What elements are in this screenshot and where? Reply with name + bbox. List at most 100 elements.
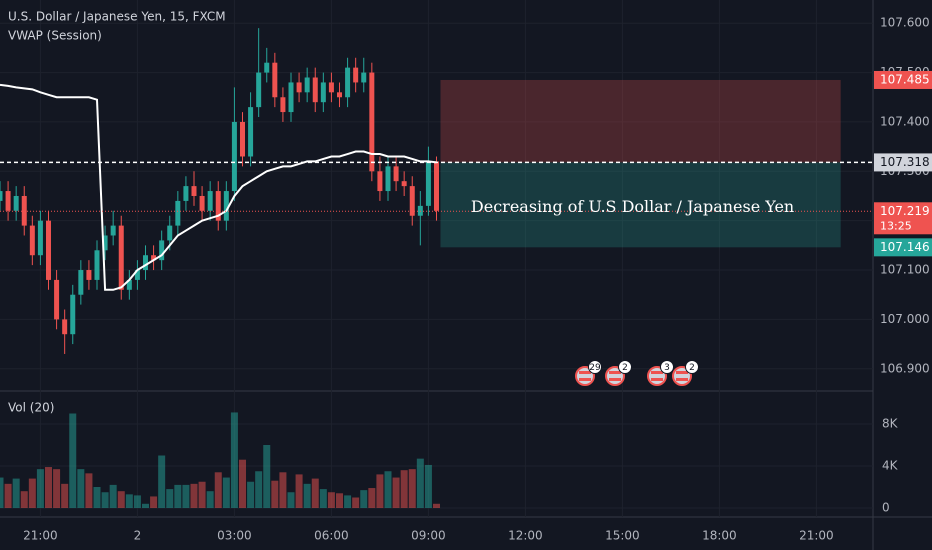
candle-body <box>159 240 165 261</box>
target-price-label: 107.146 <box>880 240 930 254</box>
target-zone <box>440 162 841 248</box>
volume-bar <box>109 484 117 508</box>
candle-body <box>231 121 237 192</box>
candle-body <box>46 220 51 280</box>
volume-bar <box>319 489 327 508</box>
candle-body <box>240 121 245 157</box>
event-flag <box>609 378 621 381</box>
target-price-label-bg <box>874 238 932 257</box>
x-tick-label: 06:00 <box>314 529 349 543</box>
event-count-bg <box>685 360 699 374</box>
candle-body <box>5 191 11 211</box>
volume-bar <box>303 483 311 508</box>
volume-bar <box>230 412 238 508</box>
volume-bar <box>69 413 77 508</box>
volume-bar <box>214 472 222 508</box>
candle-body <box>175 200 181 226</box>
volume-bar <box>287 492 295 508</box>
y-tick-label: 8K <box>882 416 899 430</box>
candle-body <box>207 191 213 211</box>
volume-bar <box>198 481 206 508</box>
event-count: 29 <box>589 363 601 373</box>
candle-body <box>385 166 391 192</box>
candle-body <box>29 225 35 256</box>
volume-bar <box>174 484 182 508</box>
candle-body <box>256 72 262 108</box>
event-count: 2 <box>622 363 628 373</box>
candle-body <box>377 171 383 192</box>
volume-bar <box>190 483 198 508</box>
indicator-label: VWAP (Session) <box>8 29 102 43</box>
volume-bar <box>12 478 20 508</box>
event-flag <box>579 378 591 381</box>
candle-body <box>126 279 132 290</box>
chart-title: U.S. Dollar / Japanese Yen, 15, FXCM <box>8 10 226 24</box>
volume-bar <box>0 477 4 508</box>
last-price-label: 107.219 <box>880 204 930 218</box>
x-tick-label: 18:00 <box>702 529 737 543</box>
volume-bar <box>45 467 52 508</box>
volume-bar <box>166 489 174 508</box>
position-label: Decreasing of U.S Dollar / Japanese Yen <box>471 197 794 216</box>
event-flag <box>609 371 621 374</box>
event-flag <box>651 371 663 374</box>
event-count: 2 <box>689 363 695 373</box>
candle-body <box>288 82 294 113</box>
candle-body <box>143 255 148 271</box>
volume-bar <box>93 486 101 508</box>
candle-body <box>151 255 157 261</box>
candle-body <box>320 82 326 103</box>
volume-bar <box>279 472 287 508</box>
candle-body <box>393 166 399 182</box>
x-tick-label: 21:00 <box>23 529 58 543</box>
volume-bar <box>133 495 141 508</box>
candle-body <box>345 67 351 98</box>
volume-bar <box>344 495 352 508</box>
volume-bar <box>150 496 158 508</box>
candle-body <box>118 225 124 290</box>
plot: Decreasing of U.S Dollar / Japanese Yen 2… <box>0 0 873 517</box>
candle-body <box>361 72 367 83</box>
x-tick-label: 15:00 <box>605 529 640 543</box>
volume-bar <box>392 477 400 508</box>
volume-bar <box>408 469 416 508</box>
candle-body <box>215 191 221 221</box>
y-tick-label: 107.400 <box>880 114 930 128</box>
volume-bar <box>4 483 12 508</box>
candle-body <box>223 191 229 221</box>
candle-body <box>199 195 205 211</box>
y-tick-label: 106.900 <box>880 361 930 375</box>
candle-body <box>94 250 100 280</box>
volume-bar <box>311 478 319 508</box>
volume-bar <box>295 474 303 508</box>
event-flag <box>676 371 688 374</box>
candle-body <box>401 181 407 187</box>
vwap-line <box>0 83 437 291</box>
candle-body <box>296 82 302 93</box>
last-price-bg <box>874 202 932 235</box>
volume-bar <box>271 480 279 508</box>
x-tick-label: 09:00 <box>411 529 446 543</box>
volume-bar <box>433 503 440 508</box>
candle-body <box>86 270 92 280</box>
entry-price-label: 107.318 <box>880 155 930 169</box>
volume-bar <box>384 471 392 508</box>
candle-body <box>264 62 270 73</box>
volume-bar <box>142 503 149 508</box>
candle-body <box>13 195 19 211</box>
volume-bar <box>263 444 271 508</box>
candle-body <box>183 186 189 201</box>
candle-body <box>304 77 310 93</box>
x-tick-label: 03:00 <box>217 529 252 543</box>
candle-body <box>0 191 3 201</box>
volume-bar <box>28 478 36 508</box>
x-tick-label: 2 <box>134 529 142 543</box>
candle-body <box>191 186 197 196</box>
candle-body <box>70 294 76 335</box>
volume-bar <box>255 471 263 508</box>
volume-bar <box>77 469 85 508</box>
y-tick-label: 0 <box>882 500 890 514</box>
candle-body <box>78 270 84 295</box>
y-tick-label: 107.600 <box>880 16 930 30</box>
